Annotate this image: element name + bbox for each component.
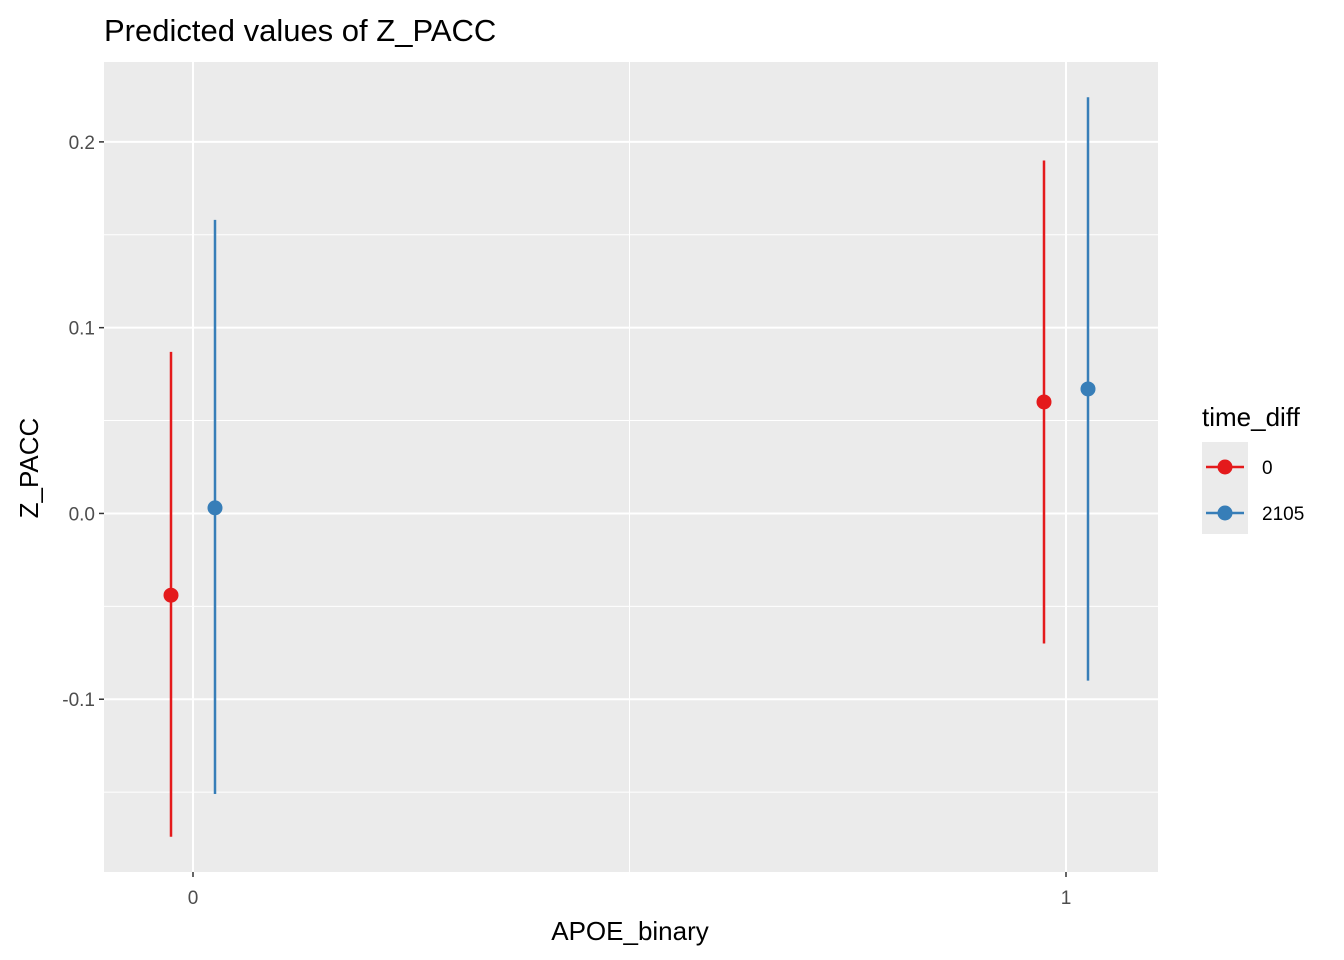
data-series — [163, 97, 1096, 837]
chart-title: Predicted values of Z_PACC — [104, 13, 496, 48]
legend-key-point — [1217, 505, 1233, 521]
legend-label: 2105 — [1262, 504, 1304, 525]
legend-items: 0 2105 — [1206, 458, 1304, 525]
data-point — [207, 500, 223, 516]
legend-key-point — [1217, 459, 1233, 475]
legend-label: 0 — [1262, 458, 1273, 479]
data-point — [163, 587, 179, 603]
x-tick-label: 1 — [1061, 888, 1072, 909]
x-tick-label: 0 — [188, 888, 199, 909]
y-tick-label: 0.0 — [69, 504, 95, 525]
data-point — [1080, 381, 1096, 397]
legend-title: time_diff — [1202, 402, 1301, 432]
y-tick-label: -0.1 — [62, 690, 95, 711]
y-axis-ticks: -0.1 0.0 0.1 0.2 — [62, 133, 104, 711]
legend: time_diff 0 2105 — [1202, 402, 1304, 534]
minor-gridlines — [104, 62, 1158, 872]
y-tick-label: 0.1 — [69, 319, 95, 340]
x-axis-title: APOE_binary — [551, 916, 709, 946]
plot-panel — [104, 62, 1158, 872]
y-axis-title: Z_PACC — [14, 418, 44, 519]
data-point — [1036, 394, 1052, 410]
y-tick-label: 0.2 — [69, 133, 95, 154]
major-gridlines — [104, 62, 1158, 872]
